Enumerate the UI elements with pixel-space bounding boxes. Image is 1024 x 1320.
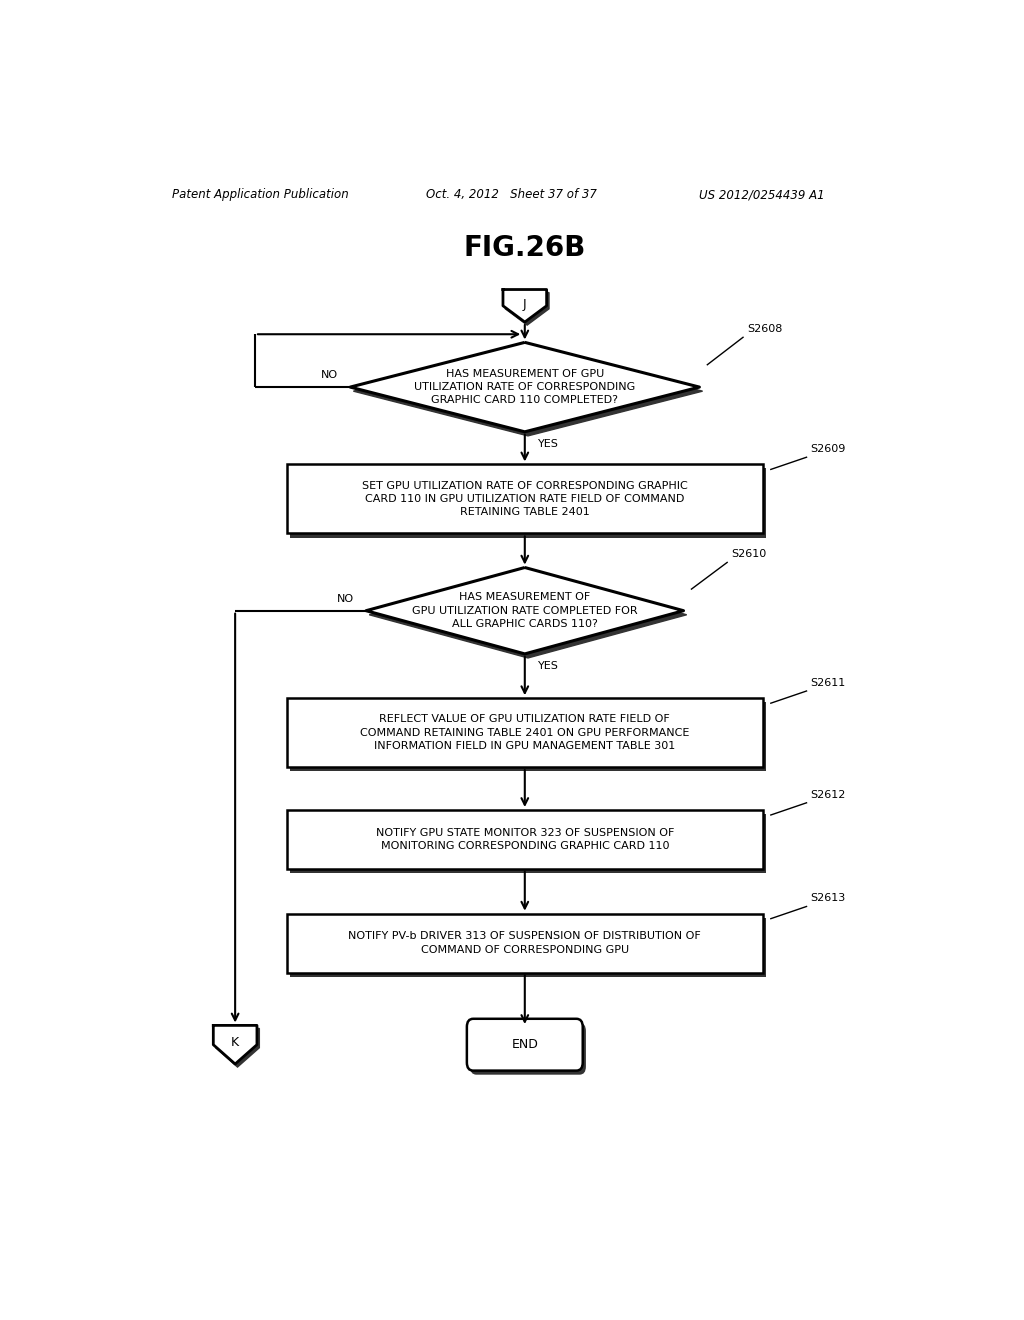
- FancyBboxPatch shape: [290, 702, 766, 771]
- Polygon shape: [213, 1026, 257, 1064]
- Text: REFLECT VALUE OF GPU UTILIZATION RATE FIELD OF
COMMAND RETAINING TABLE 2401 ON G: REFLECT VALUE OF GPU UTILIZATION RATE FI…: [360, 714, 689, 751]
- FancyBboxPatch shape: [470, 1023, 586, 1074]
- FancyBboxPatch shape: [287, 465, 763, 533]
- FancyBboxPatch shape: [467, 1019, 583, 1071]
- Text: HAS MEASUREMENT OF
GPU UTILIZATION RATE COMPLETED FOR
ALL GRAPHIC CARDS 110?: HAS MEASUREMENT OF GPU UTILIZATION RATE …: [412, 593, 638, 628]
- Polygon shape: [353, 346, 702, 436]
- Text: S2609: S2609: [811, 444, 846, 454]
- Polygon shape: [367, 568, 684, 653]
- FancyBboxPatch shape: [287, 810, 763, 869]
- Polygon shape: [506, 293, 549, 325]
- FancyBboxPatch shape: [287, 913, 763, 973]
- Text: US 2012/0254439 A1: US 2012/0254439 A1: [699, 189, 825, 202]
- Polygon shape: [503, 289, 547, 322]
- Polygon shape: [370, 572, 687, 657]
- Text: NO: NO: [337, 594, 354, 603]
- FancyBboxPatch shape: [290, 917, 766, 977]
- Text: K: K: [231, 1036, 240, 1049]
- Text: HAS MEASUREMENT OF GPU
UTILIZATION RATE OF CORRESPONDING
GRAPHIC CARD 110 COMPLE: HAS MEASUREMENT OF GPU UTILIZATION RATE …: [414, 368, 636, 405]
- Text: S2611: S2611: [811, 678, 846, 688]
- Polygon shape: [216, 1028, 259, 1067]
- Text: END: END: [511, 1039, 539, 1051]
- Text: S2608: S2608: [748, 325, 782, 334]
- Text: SET GPU UTILIZATION RATE OF CORRESPONDING GRAPHIC
CARD 110 IN GPU UTILIZATION RA: SET GPU UTILIZATION RATE OF CORRESPONDIN…: [361, 480, 688, 517]
- FancyBboxPatch shape: [290, 469, 766, 537]
- Text: NO: NO: [322, 370, 338, 380]
- FancyBboxPatch shape: [287, 698, 763, 767]
- Text: YES: YES: [538, 661, 558, 671]
- Text: S2612: S2612: [811, 789, 846, 800]
- Text: NOTIFY GPU STATE MONITOR 323 OF SUSPENSION OF
MONITORING CORRESPONDING GRAPHIC C: NOTIFY GPU STATE MONITOR 323 OF SUSPENSI…: [376, 828, 674, 851]
- Text: J: J: [523, 297, 526, 310]
- Text: YES: YES: [538, 440, 558, 449]
- Text: FIG.26B: FIG.26B: [464, 234, 586, 261]
- Text: S2613: S2613: [811, 894, 846, 903]
- Text: Patent Application Publication: Patent Application Publication: [172, 189, 348, 202]
- Text: Oct. 4, 2012   Sheet 37 of 37: Oct. 4, 2012 Sheet 37 of 37: [426, 189, 596, 202]
- Polygon shape: [350, 342, 699, 432]
- FancyBboxPatch shape: [290, 814, 766, 873]
- Text: NOTIFY PV-b DRIVER 313 OF SUSPENSION OF DISTRIBUTION OF
COMMAND OF CORRESPONDING: NOTIFY PV-b DRIVER 313 OF SUSPENSION OF …: [348, 932, 701, 954]
- Text: S2610: S2610: [731, 549, 766, 560]
